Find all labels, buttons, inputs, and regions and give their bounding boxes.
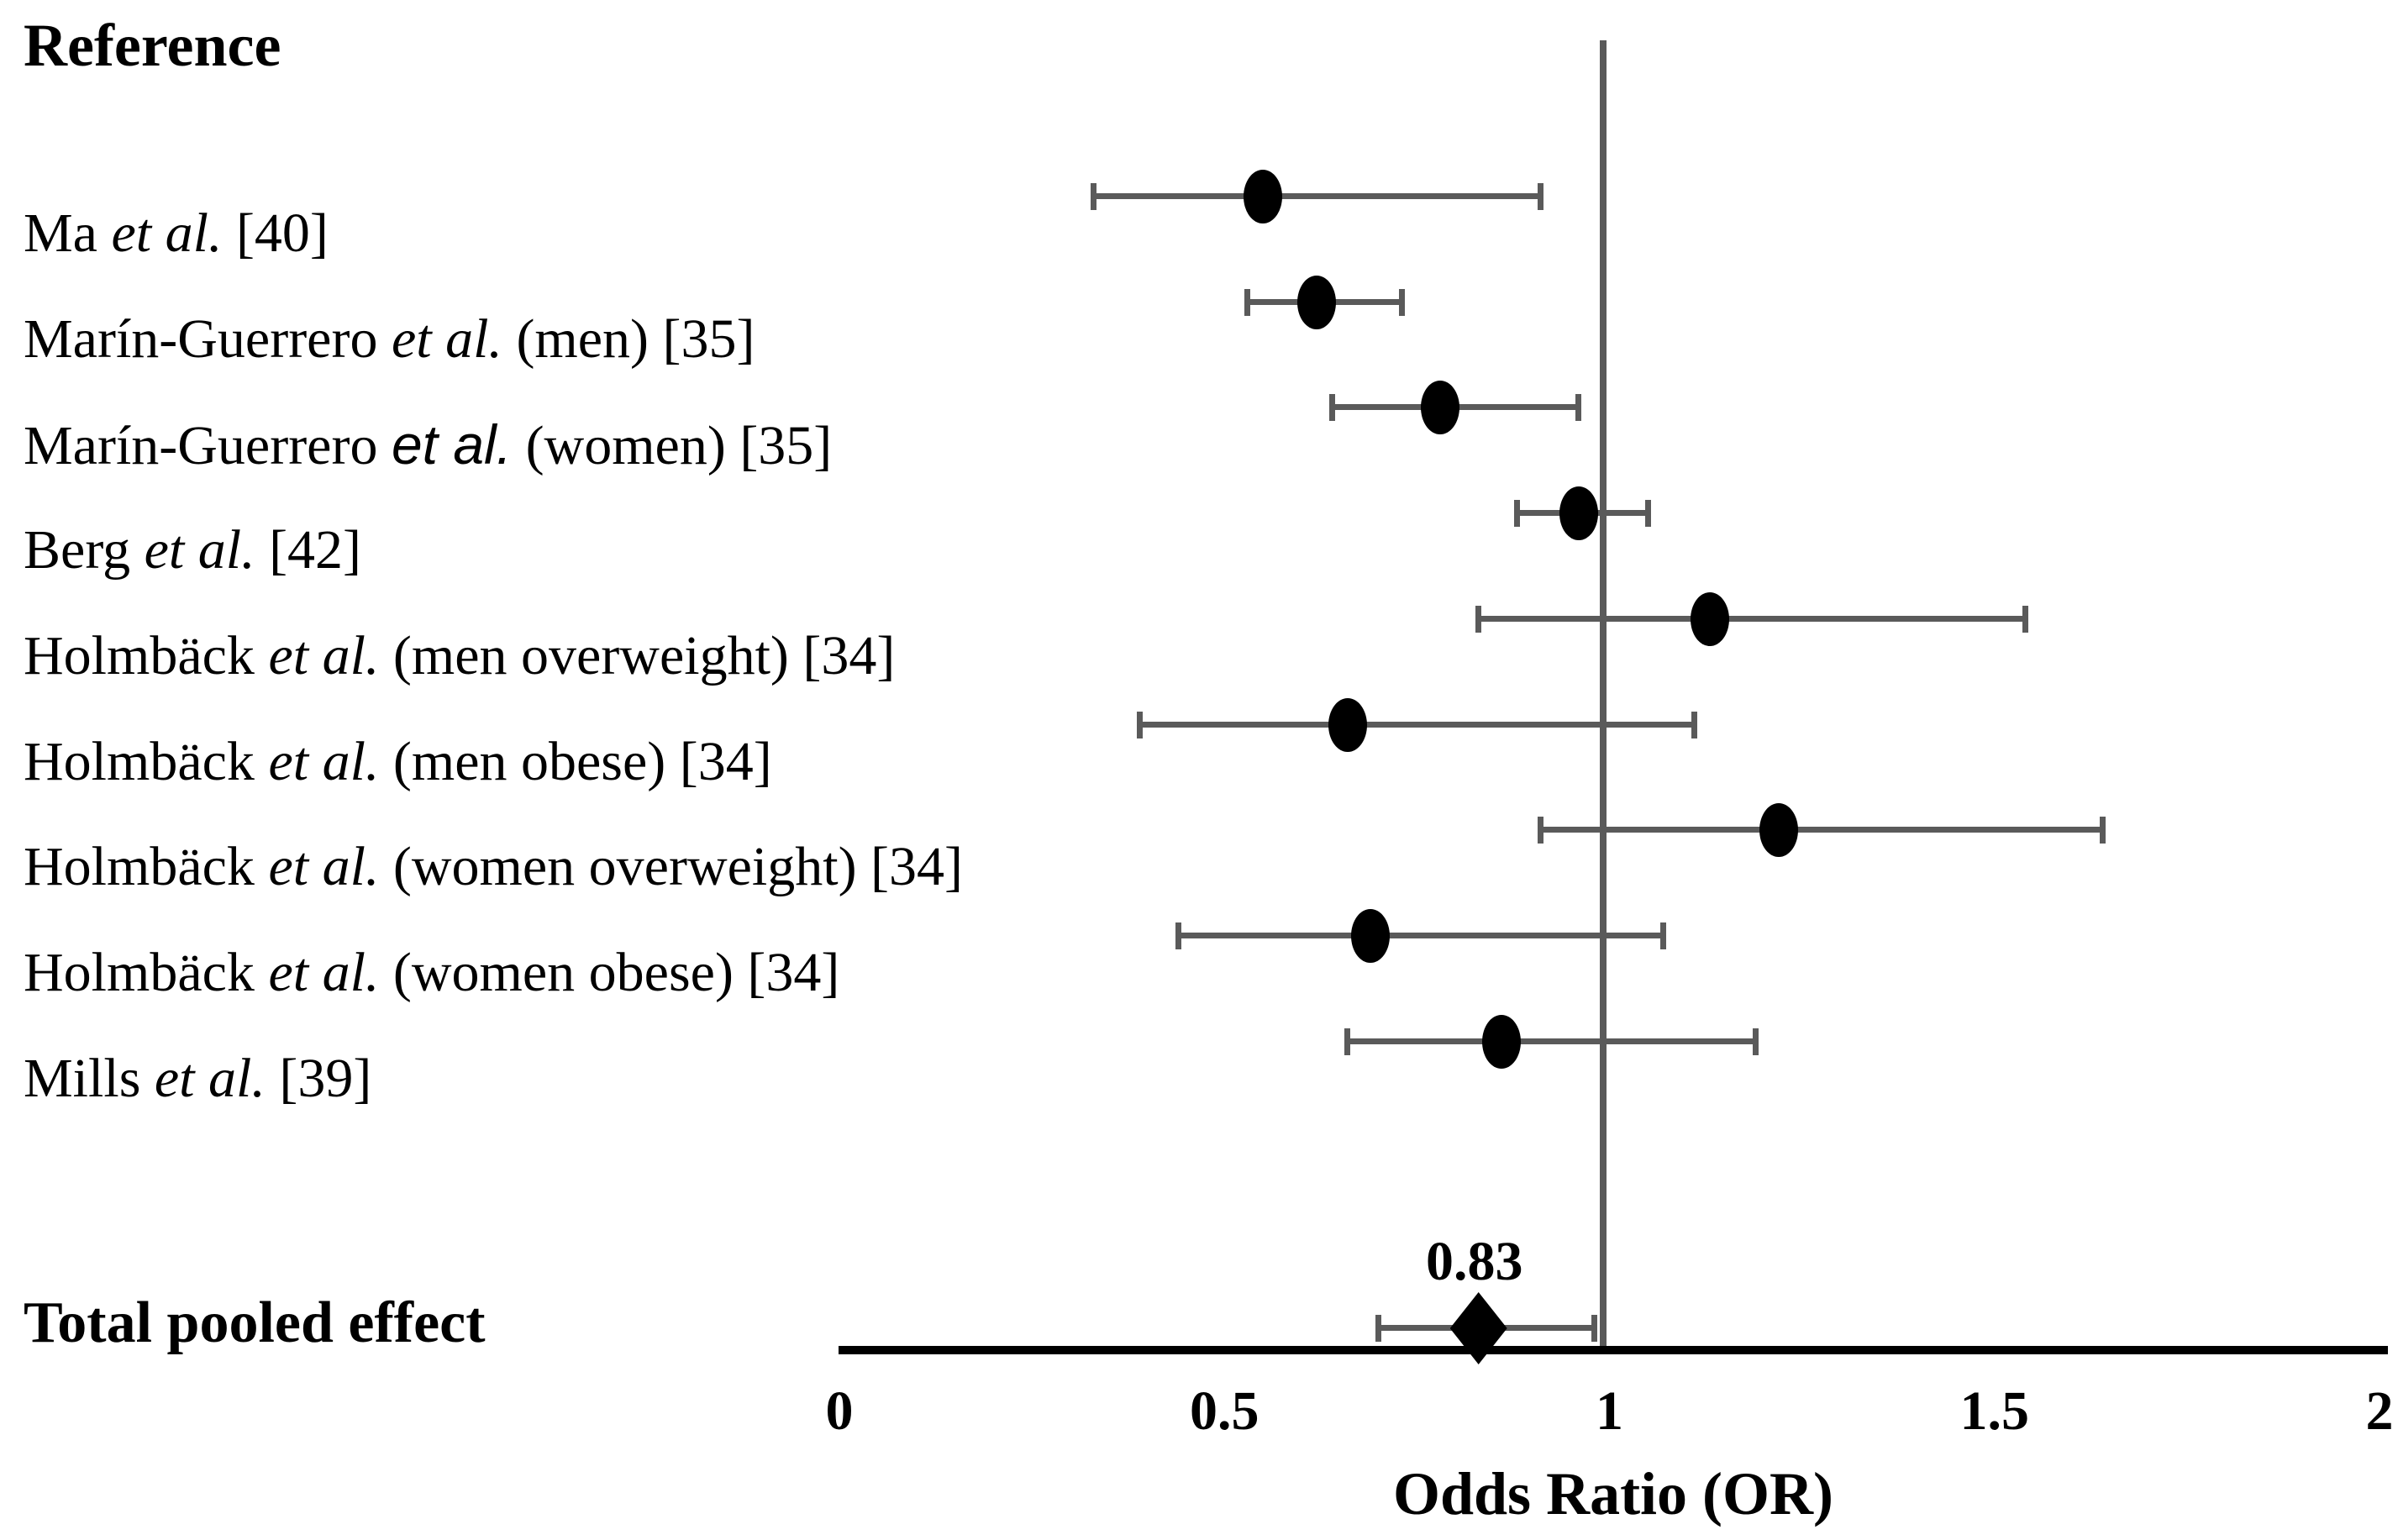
ci-bar [1139, 721, 1695, 728]
study-label: Holmbäck et al. (men overweight) [34] [24, 624, 896, 686]
or-point-marker [1420, 381, 1459, 435]
ci-cap-right [1660, 922, 1667, 949]
x-axis-line [839, 1346, 2388, 1354]
et-al-text: et al. [144, 519, 255, 581]
et-al-text: et al. [268, 730, 380, 792]
ci-cap-right [1691, 711, 1697, 738]
ci-cap-left [1329, 394, 1336, 422]
or-point-marker [1559, 486, 1598, 541]
column-header: Reference [24, 12, 281, 79]
ci-cap-left [1175, 922, 1181, 949]
study-label: Marín-Guerrero et al. (men) [35] [24, 307, 755, 370]
et-al-text: et al. [154, 1047, 266, 1109]
ci-cap-left [1344, 1028, 1351, 1055]
study-label: Mills et al. [39] [24, 1047, 372, 1109]
or-point-marker [1351, 908, 1391, 963]
ci-bar [1540, 827, 2103, 833]
ci-bar [1178, 932, 1664, 938]
or-point-marker [1244, 170, 1283, 223]
study-label: Holmbäck et al. (men obese) [34] [24, 730, 772, 792]
ci-cap-left [1090, 183, 1096, 210]
ci-cap-left [1475, 605, 1482, 633]
ci-cap-right [1644, 500, 1651, 528]
study-label: Holmbäck et al. (women overweight) [34] [24, 836, 964, 898]
ci-cap-right [1398, 288, 1405, 316]
et-al-text: et al. [268, 941, 380, 1003]
pooled-ci-cap-left [1375, 1315, 1382, 1342]
ci-cap-right [2022, 605, 2028, 633]
x-tick-label-2: 2 [2365, 1380, 2394, 1442]
study-label: Ma et al. [40] [24, 202, 329, 264]
x-tick-label-1.5: 1.5 [1959, 1380, 2030, 1442]
or-point-marker [1482, 1014, 1522, 1069]
et-al-text: et al. [111, 202, 223, 264]
study-label: Holmbäck et al. (women obese) [34] [24, 941, 840, 1003]
or-point-marker [1297, 275, 1337, 329]
x-axis-title: Odds Ratio (OR) [1392, 1460, 1834, 1527]
et-al-text: et al. [268, 836, 380, 898]
et-al-text: et al. [268, 624, 380, 686]
pooled-effect-label: Total pooled effect [24, 1290, 486, 1355]
ci-cap-right [1537, 183, 1543, 210]
or-point-marker [1690, 591, 1729, 646]
ci-cap-right [2099, 817, 2106, 844]
et-al-text: et al. [391, 307, 502, 370]
x-tick-label-1: 1 [1596, 1380, 1623, 1442]
reference-line-or-1 [1600, 40, 1607, 1349]
or-point-marker [1328, 697, 1367, 752]
pooled-effect-value: 0.83 [1425, 1231, 1523, 1292]
ci-bar [1093, 193, 1540, 199]
et-al-text: et al. [391, 413, 513, 476]
ci-cap-left [1244, 288, 1251, 316]
ci-cap-right [1753, 1028, 1759, 1055]
x-tick-label-0.5: 0.5 [1190, 1380, 1259, 1442]
x-tick-label-0: 0 [825, 1380, 854, 1442]
ci-cap-right [1575, 394, 1582, 422]
pooled-ci-cap-right [1591, 1315, 1597, 1342]
or-point-marker [1759, 803, 1799, 858]
study-label: Berg et al. [42] [24, 519, 362, 581]
ci-bar [1347, 1038, 1756, 1044]
study-label: Marín-Guerrero et al. (women) [35] [24, 413, 833, 477]
ci-cap-left [1514, 500, 1521, 528]
ci-cap-left [1136, 711, 1143, 738]
ci-bar [1478, 615, 2026, 622]
ci-cap-left [1537, 817, 1543, 844]
